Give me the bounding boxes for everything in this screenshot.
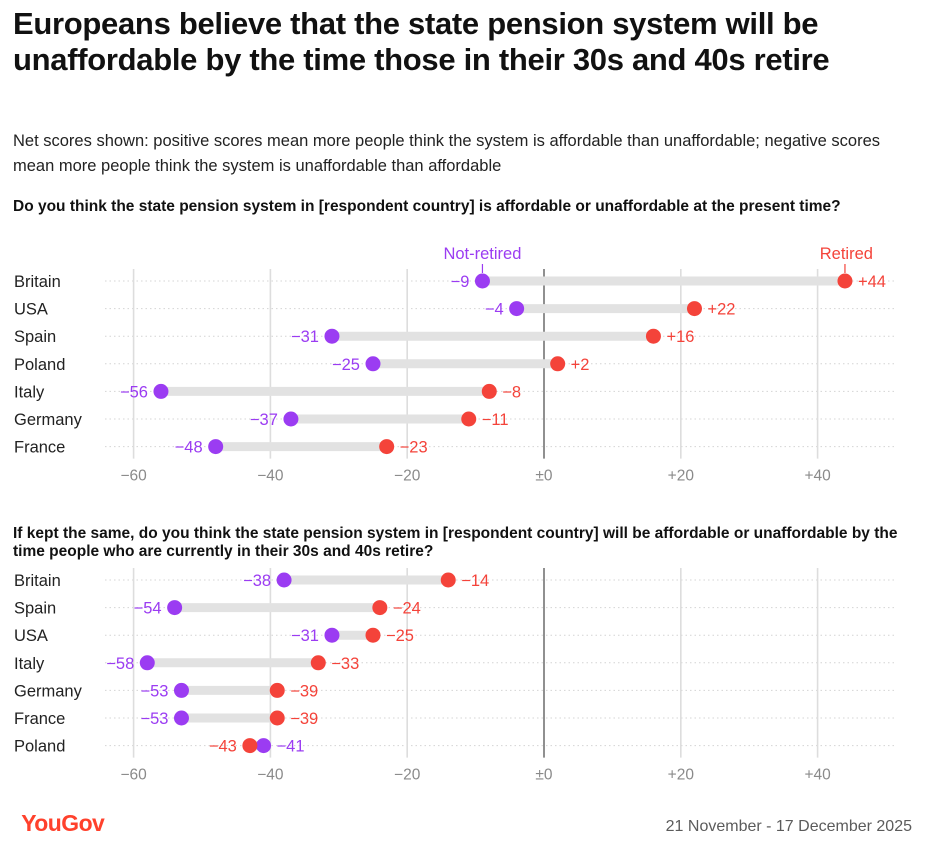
not-retired-dot [173,710,189,726]
retired-value-label: +22 [707,301,735,319]
retired-value-label: +44 [858,273,886,291]
x-tick-label: −60 [120,468,147,485]
not-retired-dot [139,655,155,671]
retired-value-label: −11 [482,411,509,429]
not-retired-value-label: −53 [140,710,168,728]
country-label: Italy [14,383,45,401]
not-retired-dot [474,273,490,289]
not-retired-dot [256,738,272,754]
not-retired-dot [208,439,224,455]
retired-dot [269,682,285,698]
retired-value-label: −23 [400,439,428,457]
not-retired-value-label: −58 [106,655,134,673]
not-retired-value-label: −53 [140,682,168,700]
retired-dot [372,600,388,616]
x-tick-label: −20 [394,468,421,485]
x-tick-label: +20 [668,767,695,784]
x-tick-label: +20 [668,468,695,485]
retired-value-label: +2 [571,356,590,374]
retired-dot [440,572,456,588]
country-label: France [14,710,65,728]
x-tick-label: +40 [804,468,831,485]
not-retired-value-label: −4 [485,301,504,319]
retired-value-label: −39 [290,682,318,700]
not-retired-value-label: −56 [120,383,148,401]
not-retired-value-label: −48 [175,439,203,457]
not-retired-dot [276,572,292,588]
not-retired-series-label: Not-retired [443,245,521,263]
country-label: USA [14,627,48,645]
x-tick-label: −20 [394,767,421,784]
retired-value-label: −39 [290,710,318,728]
retired-dot [550,356,566,372]
not-retired-dot [509,301,525,317]
not-retired-value-label: −41 [277,738,305,756]
chart-subtitle: Net scores shown: positive scores mean m… [13,132,881,175]
country-label: USA [14,301,48,319]
not-retired-value-label: −31 [291,328,319,346]
retired-dot [686,301,702,317]
country-label: Britain [14,572,61,590]
not-retired-value-label: −9 [451,273,470,291]
country-label: Spain [14,600,56,618]
not-retired-dot [365,356,381,372]
retired-value-label: −33 [331,655,359,673]
retired-dot [481,383,497,399]
country-label: Poland [14,738,65,756]
x-tick-label: ±0 [535,767,553,784]
retired-dot [365,627,381,643]
x-tick-label: +40 [804,767,831,784]
not-retired-dot [173,682,189,698]
retired-series-label: Retired [820,245,873,263]
not-retired-dot [283,411,299,427]
country-label: Britain [14,273,61,291]
country-label: Germany [14,411,83,429]
retired-value-label: −14 [461,572,489,590]
panel-1-dot-plot: −60 −40 −20 ±0 +20 +40 Britain −9 +44 USA −4 +22 Spa… [14,245,895,485]
panel-2-dot-plot: −60 −40 −20 ±0 +20 +40 Britain −38 −14 Spain −54 −2… [14,568,895,784]
retired-dot [310,655,326,671]
retired-dot [645,328,661,344]
not-retired-value-label: −25 [332,356,360,374]
not-retired-value-label: −38 [243,572,271,590]
retired-value-label: +16 [666,328,694,346]
not-retired-value-label: −37 [250,411,278,429]
country-label: Germany [14,682,83,700]
not-retired-dot [324,328,340,344]
retired-value-label: −43 [209,738,237,756]
yougov-logo: YouGov [21,810,105,836]
x-tick-label: −40 [257,468,284,485]
fieldwork-date-range: 21 November - 17 December 2025 [665,818,912,835]
retired-value-label: −24 [393,600,421,618]
retired-value-label: −8 [502,383,521,401]
not-retired-dot [153,383,169,399]
retired-dot [461,411,477,427]
retired-dot [837,273,853,289]
country-label: Poland [14,356,65,374]
x-tick-label: −60 [120,767,147,784]
retired-value-label: −25 [386,627,414,645]
not-retired-dot [324,627,340,643]
x-tick-label: −40 [257,767,284,784]
retired-dot [242,738,258,754]
panel-2-question: If kept the same, do you think the state… [13,525,898,560]
retired-dot [379,439,395,455]
country-label: Spain [14,328,56,346]
retired-dot [269,710,285,726]
panel-1-question: Do you think the state pension system in… [13,198,841,215]
yougov-logo-text: YouGov [21,810,105,836]
country-label: Italy [14,655,45,673]
chart-title: Europeans believe that the state pension… [13,6,830,77]
not-retired-value-label: −31 [291,627,319,645]
x-tick-label: ±0 [535,468,553,485]
country-label: France [14,439,65,457]
not-retired-value-label: −54 [134,600,162,618]
not-retired-dot [167,600,183,616]
